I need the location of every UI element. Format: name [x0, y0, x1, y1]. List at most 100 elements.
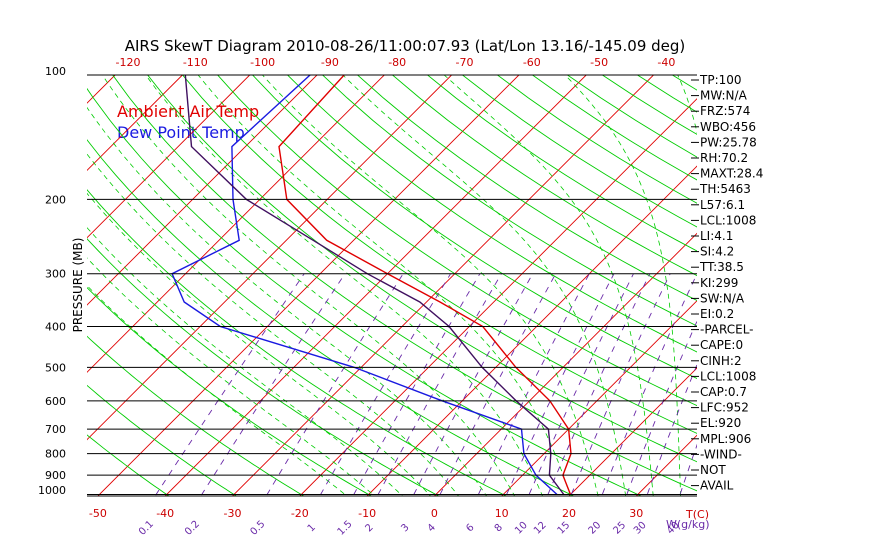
moist-adiabat-line — [145, 75, 544, 496]
isotherm-line — [87, 75, 183, 172]
pressure-tick-label: 100 — [45, 65, 66, 78]
dry-adiabat-line — [671, 75, 697, 91]
dry-adiabat-line — [286, 75, 697, 353]
moist-adiabat-line — [87, 192, 432, 496]
mixing-ratio-line — [319, 273, 451, 496]
chart-title: AIRS SkewT Diagram 2010-08-26/11:00:07.9… — [125, 37, 686, 55]
sounding-index: KI:299 — [700, 276, 738, 290]
sounding-index: SW:N/A — [700, 291, 745, 305]
moist-adiabat-line — [197, 75, 571, 496]
pressure-tick-label: 200 — [45, 193, 66, 206]
mixing-ratio-line — [527, 273, 634, 496]
sounding-index: LCL:1008 — [700, 369, 756, 383]
dry-adiabat-line — [356, 75, 697, 302]
isotherm-line — [299, 98, 697, 496]
x-axis-unit-label: T(C) — [685, 508, 709, 521]
dry-adiabat-line — [391, 75, 697, 277]
sounding-index: NOT — [700, 463, 726, 477]
dry-adiabat-line — [181, 75, 697, 434]
mixing-ratio-tick-label: 25 — [611, 520, 628, 537]
isotherm-line — [434, 232, 697, 496]
mixing-ratio-tick-label: 0.1 — [137, 519, 156, 538]
sounding-index: SI:4.2 — [700, 245, 734, 259]
dry-adiabat-line — [321, 75, 697, 327]
top-temp-tick-label: -80 — [388, 56, 406, 69]
pressure-tick-label: 600 — [45, 395, 66, 408]
mixing-ratio-line — [200, 273, 346, 496]
bottom-temp-tick-label: 30 — [629, 507, 643, 520]
pressure-tick-label: 400 — [45, 320, 66, 333]
bottom-temp-tick-label: -40 — [156, 507, 174, 520]
bottom-temp-tick-label: 20 — [562, 507, 576, 520]
mixing-ratio-line — [477, 273, 590, 496]
bottom-temp-tick-label: 0 — [431, 507, 438, 520]
dry-adiabat-line — [807, 72, 870, 505]
bottom-temp-tick-label: -10 — [358, 507, 376, 520]
dry-adiabat-line — [217, 75, 697, 407]
moist-adiabat-line — [342, 75, 627, 496]
top-temp-tick-label: -110 — [183, 56, 208, 69]
mixing-ratio-tick-label: 2 — [363, 522, 375, 534]
pressure-tick-label: 900 — [45, 469, 66, 482]
y-axis-label: PRESSURE (MB) — [71, 238, 85, 333]
sounding-index: -WIND- — [700, 447, 742, 461]
sounding-index: CAP:0.7 — [700, 385, 747, 399]
sounding-index: AVAIL — [700, 479, 734, 493]
mixing-ratio-line — [412, 273, 534, 496]
mixing-ratio-line — [679, 443, 697, 496]
top-temp-tick-label: -40 — [657, 56, 675, 69]
mixing-ratio-tick-label: 8 — [493, 522, 505, 534]
dry-adiabat-line — [773, 72, 870, 505]
mixing-ratio-line — [376, 273, 502, 496]
sounding-index: WBO:456 — [700, 120, 756, 134]
mixing-ratio-line — [625, 320, 697, 496]
top-temp-tick-label: -100 — [250, 56, 275, 69]
top-temp-tick-label: -50 — [590, 56, 608, 69]
isotherm-line — [366, 165, 697, 496]
top-temp-tick-label: -90 — [321, 56, 339, 69]
mixing-ratio-tick-label: 4 — [426, 522, 438, 534]
moist-adiabat-line — [101, 75, 516, 496]
legend-dew-point-temp: Dew Point Temp — [117, 123, 245, 142]
mixing-ratio-tick-label: 1 — [306, 522, 318, 534]
isotherm-line — [771, 75, 870, 496]
mixing-ratio-tick-label: 30 — [632, 520, 649, 537]
mixing-ratio-tick-label: 0.5 — [249, 519, 268, 538]
mixing-ratio-line — [646, 363, 697, 496]
sounding-index: EL:920 — [700, 416, 741, 430]
sounding-index: LI:4.1 — [700, 229, 733, 243]
top-temp-tick-label: -120 — [116, 56, 141, 69]
sounding-index: MAXT:28.4 — [700, 167, 763, 181]
sounding-index: EI:0.2 — [700, 307, 734, 321]
isotherm-line — [501, 300, 697, 496]
pressure-tick-label: 300 — [45, 268, 66, 281]
isotherm-line — [87, 75, 251, 239]
mixing-ratio-tick-label: 3 — [399, 522, 411, 534]
pressure-tick-label: 700 — [45, 423, 66, 436]
mixing-ratio-tick-label: 10 — [513, 520, 530, 537]
mixing-ratio-line — [505, 273, 615, 496]
sounding-index: TP:100 — [699, 73, 742, 87]
mixing-ratio-line — [352, 273, 481, 496]
bottom-temp-tick-label: -50 — [89, 507, 107, 520]
mixing-ratio-tick-label: 1.5 — [336, 519, 355, 538]
sounding-index: TH:5463 — [699, 182, 751, 196]
isotherm-line — [87, 75, 452, 441]
mixing-ratio-tick-label: 20 — [587, 520, 604, 537]
top-temp-tick-label: -60 — [523, 56, 541, 69]
mixing-ratio-line — [265, 273, 404, 496]
mixing-ratio-line — [601, 273, 697, 496]
bottom-temp-tick-label: -20 — [291, 507, 309, 520]
mixing-ratio-line — [546, 273, 651, 496]
mixing-ratio-line — [570, 273, 671, 496]
pressure-tick-label: 800 — [45, 448, 66, 461]
sounding-index: -PARCEL- — [700, 323, 754, 337]
moist-adiabat-line — [87, 153, 460, 496]
sounding-index: L57:6.1 — [700, 198, 745, 212]
bottom-temp-tick-label: -30 — [224, 507, 242, 520]
sounding-index: LFC:952 — [700, 401, 749, 415]
sounding-index: LCL:1008 — [700, 213, 756, 227]
dry-adiabat-line — [496, 75, 697, 204]
bottom-temp-tick-label: 10 — [495, 507, 509, 520]
